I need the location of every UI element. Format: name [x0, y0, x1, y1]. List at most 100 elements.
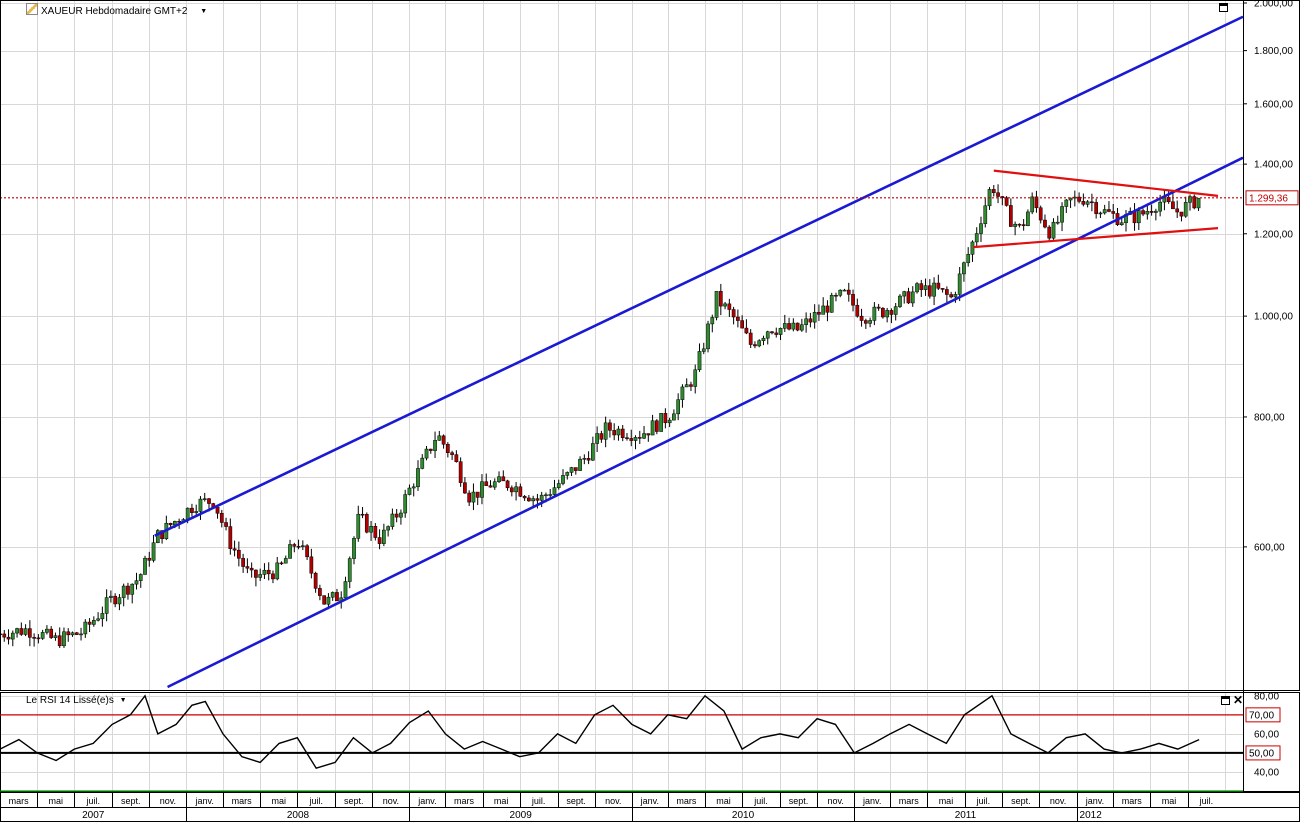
x-month-label: nov. — [605, 796, 621, 806]
candle — [480, 474, 484, 505]
candle — [1055, 215, 1060, 225]
window-maximize-icon[interactable] — [1219, 3, 1228, 12]
candle — [1188, 194, 1192, 211]
candle-body — [104, 597, 109, 614]
candle — [1111, 204, 1116, 219]
candle-body — [616, 428, 621, 436]
candle — [424, 445, 429, 461]
candle-body — [1090, 201, 1094, 204]
candle-body — [382, 529, 386, 544]
candle-body — [1136, 210, 1141, 224]
candle-body — [66, 631, 71, 636]
candle-body — [684, 384, 689, 388]
candle-body — [207, 498, 211, 504]
candle — [966, 247, 971, 267]
candle-body — [1145, 211, 1150, 215]
candle — [241, 553, 245, 573]
candle-body — [79, 633, 83, 636]
candle-body — [693, 369, 698, 387]
candle — [821, 297, 826, 315]
candle — [616, 425, 621, 441]
candle — [266, 562, 271, 581]
candle-body — [283, 558, 288, 564]
candle-body — [428, 448, 433, 451]
candle — [1175, 200, 1180, 219]
chevron-down-icon[interactable]: ▼ — [200, 8, 208, 15]
candle-body — [373, 526, 378, 538]
candle-body — [1000, 196, 1005, 198]
candle-body — [770, 331, 774, 334]
candle — [646, 433, 651, 442]
x-month-label: mars — [899, 796, 919, 806]
candle-body — [633, 437, 638, 441]
candle-body — [706, 323, 710, 350]
candle-body — [45, 628, 49, 633]
candle-body — [599, 433, 604, 440]
pencil-icon[interactable] — [26, 3, 38, 15]
rsi-panel-header[interactable]: Le RSI 14 Lissé(e)s ▼ — [26, 695, 127, 706]
rsi-tick-label: 60,00 — [1254, 729, 1279, 740]
candle — [347, 556, 352, 589]
candle — [744, 319, 749, 335]
candle-body — [957, 273, 962, 295]
chevron-down-icon[interactable]: ▼ — [119, 697, 127, 704]
candle — [902, 290, 907, 304]
y-tick-label: 600,00 — [1254, 542, 1285, 553]
candle — [898, 294, 902, 308]
x-month-label: juil. — [1199, 796, 1214, 806]
close-icon[interactable]: ✕ — [1233, 693, 1244, 707]
candle-body — [642, 433, 646, 439]
x-month-label: janv. — [417, 796, 436, 806]
candle-body — [714, 291, 719, 318]
candle — [28, 620, 32, 647]
candle-body — [765, 331, 770, 339]
candle — [399, 509, 403, 525]
x-month-label: mars — [232, 796, 252, 806]
candle-body — [591, 443, 595, 461]
candle — [509, 485, 514, 497]
candle — [761, 335, 766, 346]
candle — [96, 612, 100, 622]
candle — [629, 429, 634, 447]
candle-body — [501, 476, 506, 482]
candle-body — [744, 327, 749, 334]
candle — [74, 631, 79, 636]
candle-body — [83, 621, 88, 635]
candle — [889, 308, 894, 324]
candle — [800, 318, 804, 332]
candle — [778, 327, 783, 341]
candle-body — [582, 458, 587, 460]
candle-body — [497, 476, 501, 482]
candle-body — [689, 384, 693, 387]
candle-body — [1098, 212, 1103, 215]
candle — [1090, 193, 1094, 212]
candle — [343, 576, 348, 601]
window-maximize-icon[interactable] — [1221, 696, 1230, 705]
x-month-label: mars — [9, 796, 29, 806]
candle — [1171, 192, 1175, 210]
candle-body — [966, 254, 971, 264]
candle — [428, 448, 433, 454]
candle — [245, 558, 250, 574]
candle-body — [433, 440, 437, 451]
x-month-label: nov. — [383, 796, 399, 806]
candle-body — [292, 544, 297, 547]
main-panel-header[interactable]: XAUEUR Hebdomadaire GMT+2 ▼ — [26, 3, 207, 17]
candle-body — [1085, 201, 1090, 205]
candle-body — [399, 512, 403, 518]
candle — [868, 317, 872, 328]
candle-body — [109, 595, 113, 598]
candle-body — [475, 491, 480, 498]
candle — [335, 588, 339, 602]
candle-body — [936, 282, 941, 289]
channel-lower-line — [166, 156, 1244, 689]
candle — [910, 286, 915, 307]
candle-body — [437, 435, 442, 441]
candle — [32, 633, 36, 647]
candle — [863, 318, 868, 329]
candle-body — [774, 332, 779, 335]
candle-body — [829, 294, 834, 313]
candle — [927, 279, 932, 299]
rsi-indicator — [0, 692, 1300, 792]
candle — [70, 631, 75, 637]
